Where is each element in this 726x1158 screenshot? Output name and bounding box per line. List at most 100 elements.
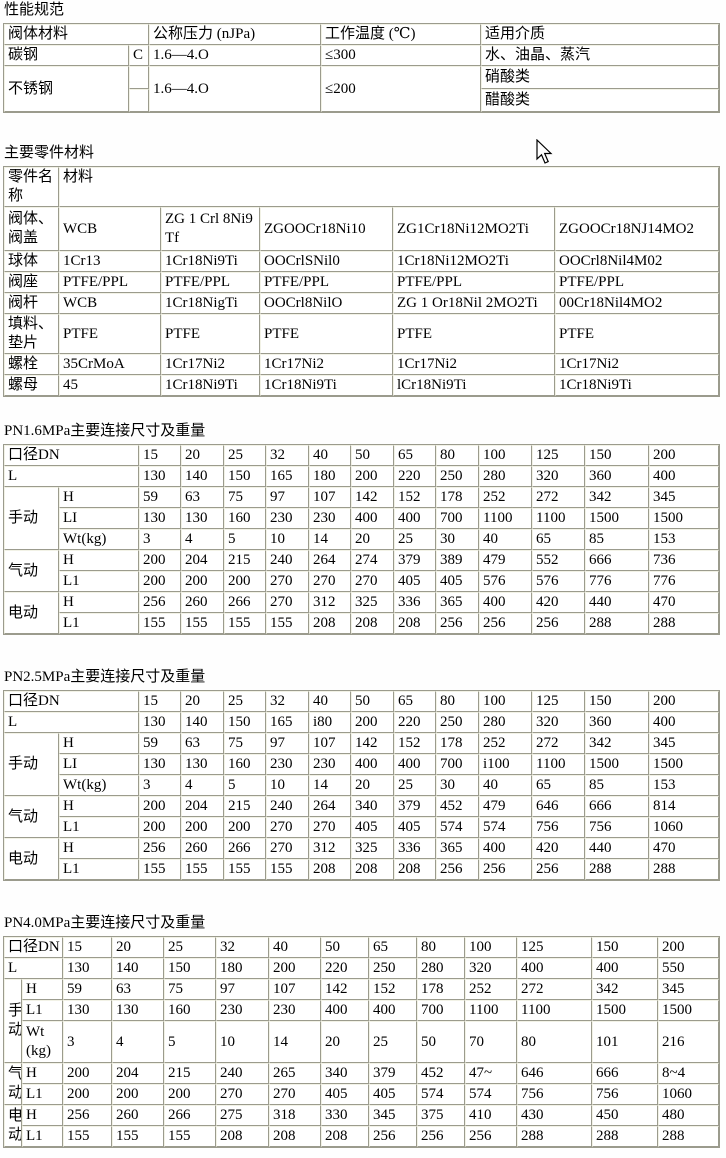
table-cell: 200 bbox=[351, 712, 395, 733]
table-cell: 5 bbox=[164, 1021, 217, 1063]
table-cell: 256 bbox=[465, 1126, 518, 1147]
table-cell: 756 bbox=[585, 817, 650, 838]
table-cell: 1500 bbox=[649, 754, 719, 775]
table-cell: 379 bbox=[394, 550, 437, 571]
table-cell: 646 bbox=[532, 796, 586, 817]
table-cell: WCB bbox=[59, 293, 161, 314]
table-cell: 405 bbox=[369, 1084, 418, 1105]
table-cell: 274 bbox=[351, 550, 395, 571]
table-cell: 152 bbox=[369, 979, 418, 1000]
table-cell: 155 bbox=[63, 1126, 113, 1147]
table-cell: 150 bbox=[585, 691, 650, 712]
pn16-dimensions-table: 口径DN 15 20 25 32 40 50 65 80 100 125 150 200 L 130 140 1… bbox=[3, 444, 720, 635]
table-cell: 1Cr18Ni9Ti bbox=[260, 375, 393, 396]
table-cell: 150 bbox=[224, 712, 267, 733]
table-cell: 75 bbox=[224, 733, 267, 754]
table-cell: ZG1Cr18Ni12MO2Ti bbox=[393, 207, 555, 251]
row-header: 阀体、阀盖 bbox=[4, 207, 59, 251]
table-cell: 450 bbox=[592, 1105, 659, 1126]
table-cell: 200 bbox=[139, 550, 182, 571]
table-cell: 水、油晶、蒸汽 bbox=[481, 45, 719, 66]
table-cell: 480 bbox=[658, 1105, 719, 1126]
table-cell: 1Cr13 bbox=[59, 251, 161, 272]
table-cell: 400 bbox=[321, 1000, 370, 1021]
table-cell: ≤300 bbox=[321, 45, 482, 66]
table-cell: PTFE/PPL bbox=[555, 272, 719, 293]
table-cell: 75 bbox=[164, 979, 217, 1000]
table-cell: 59 bbox=[139, 733, 182, 754]
table-cell: 1500 bbox=[585, 508, 650, 529]
table-cell: 410 bbox=[465, 1105, 518, 1126]
table-cell: 130 bbox=[181, 754, 225, 775]
table-cell: 5 bbox=[224, 529, 267, 550]
table-cell: 405 bbox=[394, 817, 437, 838]
table-cell: 208 bbox=[309, 859, 352, 880]
table-cell: 59 bbox=[63, 979, 113, 1000]
row-header: L bbox=[4, 466, 140, 487]
table-cell: 256 bbox=[532, 859, 586, 880]
table-cell: 250 bbox=[369, 958, 418, 979]
table-cell: 63 bbox=[181, 733, 225, 754]
table-cell: 47~ bbox=[465, 1063, 518, 1084]
table-cell: 200 bbox=[139, 817, 182, 838]
table-cell: 00Cr18Nil4MO2 bbox=[555, 293, 719, 314]
table-cell: 776 bbox=[585, 571, 650, 592]
table-cell: 20 bbox=[321, 1021, 370, 1063]
table-cell: 204 bbox=[181, 550, 225, 571]
table-cell: 130 bbox=[63, 958, 113, 979]
table-cell: 252 bbox=[479, 487, 533, 508]
table-cell: 574 bbox=[479, 817, 533, 838]
table-cell: 25 bbox=[224, 691, 267, 712]
table-cell: 260 bbox=[112, 1105, 165, 1126]
table-cell: ZGOOCr18NJ14MO2 bbox=[555, 207, 719, 251]
table-cell: 440 bbox=[585, 838, 650, 859]
table-cell: 4 bbox=[112, 1021, 165, 1063]
table-cell: 20 bbox=[181, 445, 225, 466]
table-cell: 420 bbox=[532, 592, 586, 613]
row-header: H bbox=[59, 796, 140, 817]
table-cell: 178 bbox=[417, 979, 466, 1000]
table-cell: 10 bbox=[266, 529, 310, 550]
table-cell: 30 bbox=[436, 775, 480, 796]
table-cell: 14 bbox=[269, 1021, 322, 1063]
table-cell: 365 bbox=[436, 592, 480, 613]
table-cell: 280 bbox=[417, 958, 466, 979]
row-header: 不锈钢 bbox=[4, 66, 129, 112]
table-cell: WCB bbox=[59, 207, 161, 251]
col-header: 口径DN bbox=[4, 445, 140, 466]
table-cell: 574 bbox=[436, 817, 480, 838]
table-cell: 666 bbox=[585, 550, 650, 571]
table-cell: 97 bbox=[216, 979, 270, 1000]
col-header: 适用介质 bbox=[481, 24, 719, 45]
pn40-dimensions-table: 口径DN 15 20 25 32 40 50 65 80 100 125 150 200 L 130 140 1… bbox=[3, 936, 720, 1148]
table-cell: 1500 bbox=[585, 754, 650, 775]
table-cell: 345 bbox=[649, 733, 719, 754]
table-cell: 155 bbox=[181, 859, 225, 880]
row-header: H bbox=[22, 1063, 64, 1084]
table-cell: 4 bbox=[181, 775, 225, 796]
table-cell: 1060 bbox=[658, 1084, 719, 1105]
table-cell: ZG 1 Crl 8Ni9Tf bbox=[161, 207, 260, 251]
table-cell: 160 bbox=[224, 754, 267, 775]
table-cell: 400 bbox=[649, 712, 719, 733]
table-cell: 288 bbox=[658, 1126, 719, 1147]
table-cell: 288 bbox=[649, 859, 719, 880]
table-cell: 200 bbox=[351, 466, 395, 487]
table-cell: 35CrMoA bbox=[59, 354, 161, 375]
row-header: LI bbox=[59, 508, 140, 529]
table-cell: 150 bbox=[224, 466, 267, 487]
row-header: H bbox=[59, 838, 140, 859]
table-cell: 80 bbox=[436, 691, 480, 712]
table-cell: 256 bbox=[417, 1126, 466, 1147]
table-cell: 4 bbox=[181, 529, 225, 550]
table-cell: 375 bbox=[417, 1105, 466, 1126]
col-header: 零件名称 bbox=[4, 167, 59, 207]
table-cell: 756 bbox=[517, 1084, 593, 1105]
table-cell: 97 bbox=[266, 733, 310, 754]
table-cell: 40 bbox=[479, 529, 533, 550]
table-cell: 288 bbox=[517, 1126, 593, 1147]
table-cell: 65 bbox=[394, 691, 437, 712]
table-cell: 1100 bbox=[532, 508, 586, 529]
table-cell: PTFE/PPL bbox=[260, 272, 393, 293]
